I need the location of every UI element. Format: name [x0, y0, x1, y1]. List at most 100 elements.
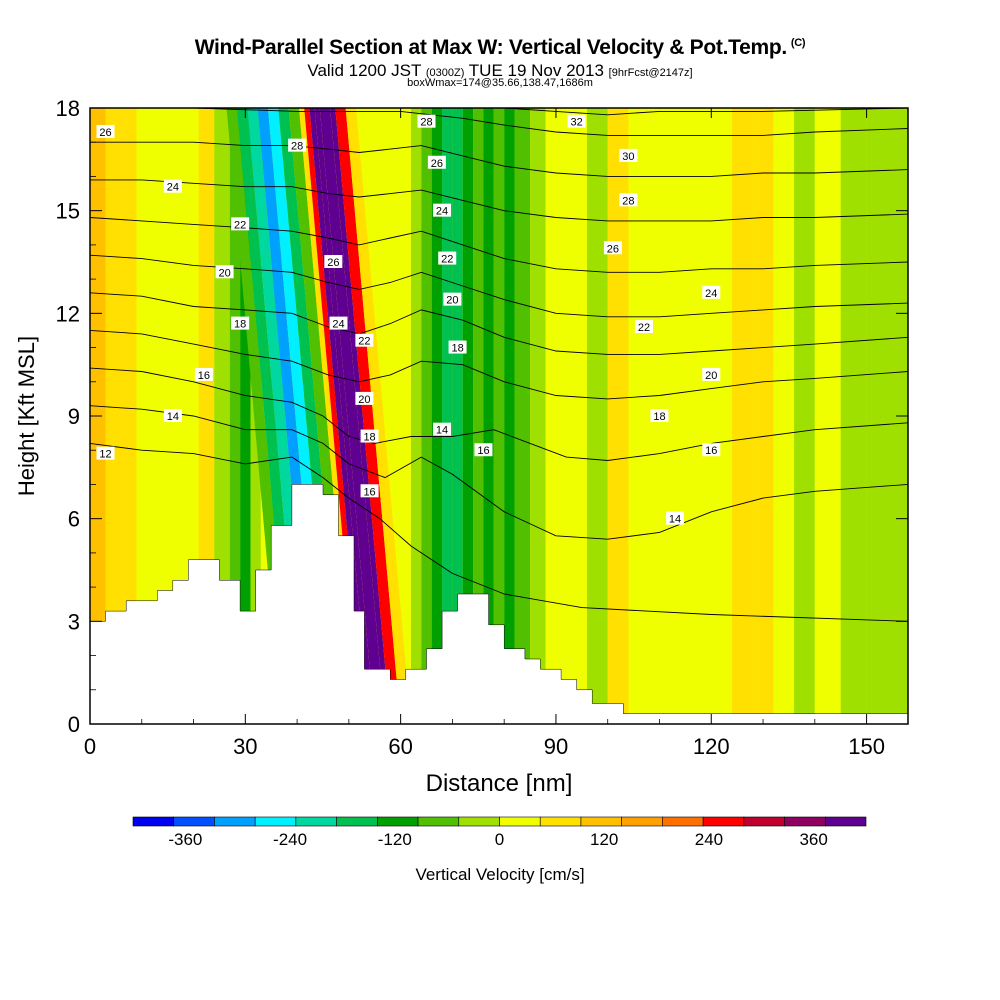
y-tick-label: 0: [68, 712, 80, 737]
colorbar-swatch: [377, 816, 419, 827]
contour-label: 22: [231, 217, 250, 231]
contour-label-box: [96, 446, 115, 460]
velocity-band: [105, 108, 122, 724]
colorbar-tick-label: -120: [378, 830, 412, 849]
contour-label: 22: [438, 251, 457, 266]
contour-label-box: [360, 484, 379, 498]
title-mark: (C): [790, 37, 806, 49]
contour-label: 18: [650, 409, 669, 423]
contour-label-text: 28: [622, 195, 634, 207]
contour-label-text: 28: [420, 117, 432, 129]
contour-label: 16: [702, 443, 721, 457]
contour-label-box: [666, 511, 685, 525]
contour-label: 28: [619, 193, 638, 207]
x-tick-label: 60: [388, 734, 412, 759]
velocity-band: [545, 108, 567, 724]
contour-label-box: [448, 340, 467, 354]
colorbar-tick-label: 240: [695, 830, 723, 849]
x-tick-label: 150: [848, 734, 885, 759]
velocity-band: [587, 108, 608, 724]
contour-label-text: 24: [332, 319, 344, 331]
velocity-band: [814, 108, 841, 724]
contour-label-box: [427, 155, 446, 169]
contour-label-text: 24: [436, 206, 448, 218]
velocity-band: [121, 108, 137, 724]
contour-label: 22: [355, 333, 374, 348]
contour-label: 26: [603, 241, 622, 255]
contour-label-text: 16: [198, 370, 210, 382]
isentrope-18: [90, 329, 908, 400]
subtitle-valid: Valid 1200 JST: [307, 61, 422, 80]
velocity-band: [462, 108, 474, 724]
velocity-band: [752, 108, 774, 724]
contour-label-text: 26: [99, 127, 111, 139]
contour-label: 18: [231, 316, 250, 331]
contour-label: 24: [433, 203, 452, 218]
contour-label: 20: [702, 367, 721, 382]
contour-label-box: [163, 409, 182, 422]
contour-label: 14: [163, 409, 182, 423]
contour-label-text: 22: [638, 322, 650, 334]
velocity-band: [690, 108, 712, 724]
contour-label: 18: [360, 429, 379, 444]
contour-label: 26: [427, 155, 446, 170]
colorbar-swatch: [539, 816, 582, 827]
x-tick-label: 90: [544, 734, 568, 759]
x-tick-label: 120: [693, 734, 730, 759]
contour-label: 16: [194, 367, 213, 382]
contour-label: 20: [355, 391, 374, 406]
velocity-band: [530, 108, 546, 724]
subtitle-date: TUE 19 Nov 2013: [468, 61, 604, 80]
subtitle-forecast: [9hrFcst@2147z]: [608, 67, 693, 79]
contour-label-box: [355, 391, 374, 405]
velocity-band: [504, 108, 515, 724]
contour-label-box: [443, 292, 462, 306]
contour-label-box: [329, 316, 348, 330]
velocity-band: [794, 108, 815, 724]
velocity-band: [493, 108, 505, 724]
velocity-band: [421, 108, 432, 724]
contour-label: 32: [567, 114, 586, 129]
y-tick-label: 12: [56, 301, 80, 326]
terrain-mask: [90, 484, 908, 724]
contour-label-box: [163, 179, 182, 193]
contour-label-text: 16: [477, 445, 489, 457]
colorbar-tick-label: -360: [168, 830, 202, 849]
y-tick-label: 3: [68, 609, 80, 634]
contour-label-box: [417, 114, 436, 128]
contour-label-box: [231, 217, 250, 231]
colorbar-swatch: [621, 816, 663, 827]
velocity-band: [773, 108, 795, 724]
contour-label-text: 30: [622, 151, 634, 163]
contour-label-text: 18: [363, 432, 375, 444]
velocity-band: [731, 108, 753, 724]
contour-label-text: 28: [291, 141, 303, 153]
contour-label: 24: [329, 316, 348, 331]
contour-label-text: 26: [607, 243, 619, 255]
y-tick-label: 18: [56, 96, 80, 121]
contour-label-box: [619, 193, 638, 207]
colorbar-tick-label: 360: [799, 830, 827, 849]
colorbar-tick-label: 120: [590, 830, 618, 849]
contour-label-text: 26: [327, 257, 339, 269]
contour-label: 28: [288, 138, 307, 153]
contour-label-text: 18: [234, 319, 246, 331]
colorbar-swatch: [499, 816, 541, 827]
contour-label-text: 22: [358, 336, 370, 348]
contour-label-box: [433, 203, 452, 217]
terrain: [90, 484, 908, 724]
contour-label: 18: [448, 340, 467, 355]
colorbar-swatch: [824, 816, 867, 827]
isentrope-28: [90, 141, 908, 177]
contour-label: 28: [417, 114, 436, 129]
contour-label-box: [433, 422, 452, 436]
contour-label: 16: [360, 484, 379, 498]
contour-label-text: 20: [446, 295, 458, 307]
velocity-band: [152, 108, 168, 724]
velocity-band: [335, 108, 401, 724]
isentrope-12: [90, 442, 908, 622]
contour-label-box: [474, 443, 493, 457]
velocity-band: [345, 108, 411, 724]
colorbar-swatch: [132, 816, 175, 827]
axes: 0 30 60 90 120 150 0 3 6 9 12 15 18: [56, 96, 908, 759]
